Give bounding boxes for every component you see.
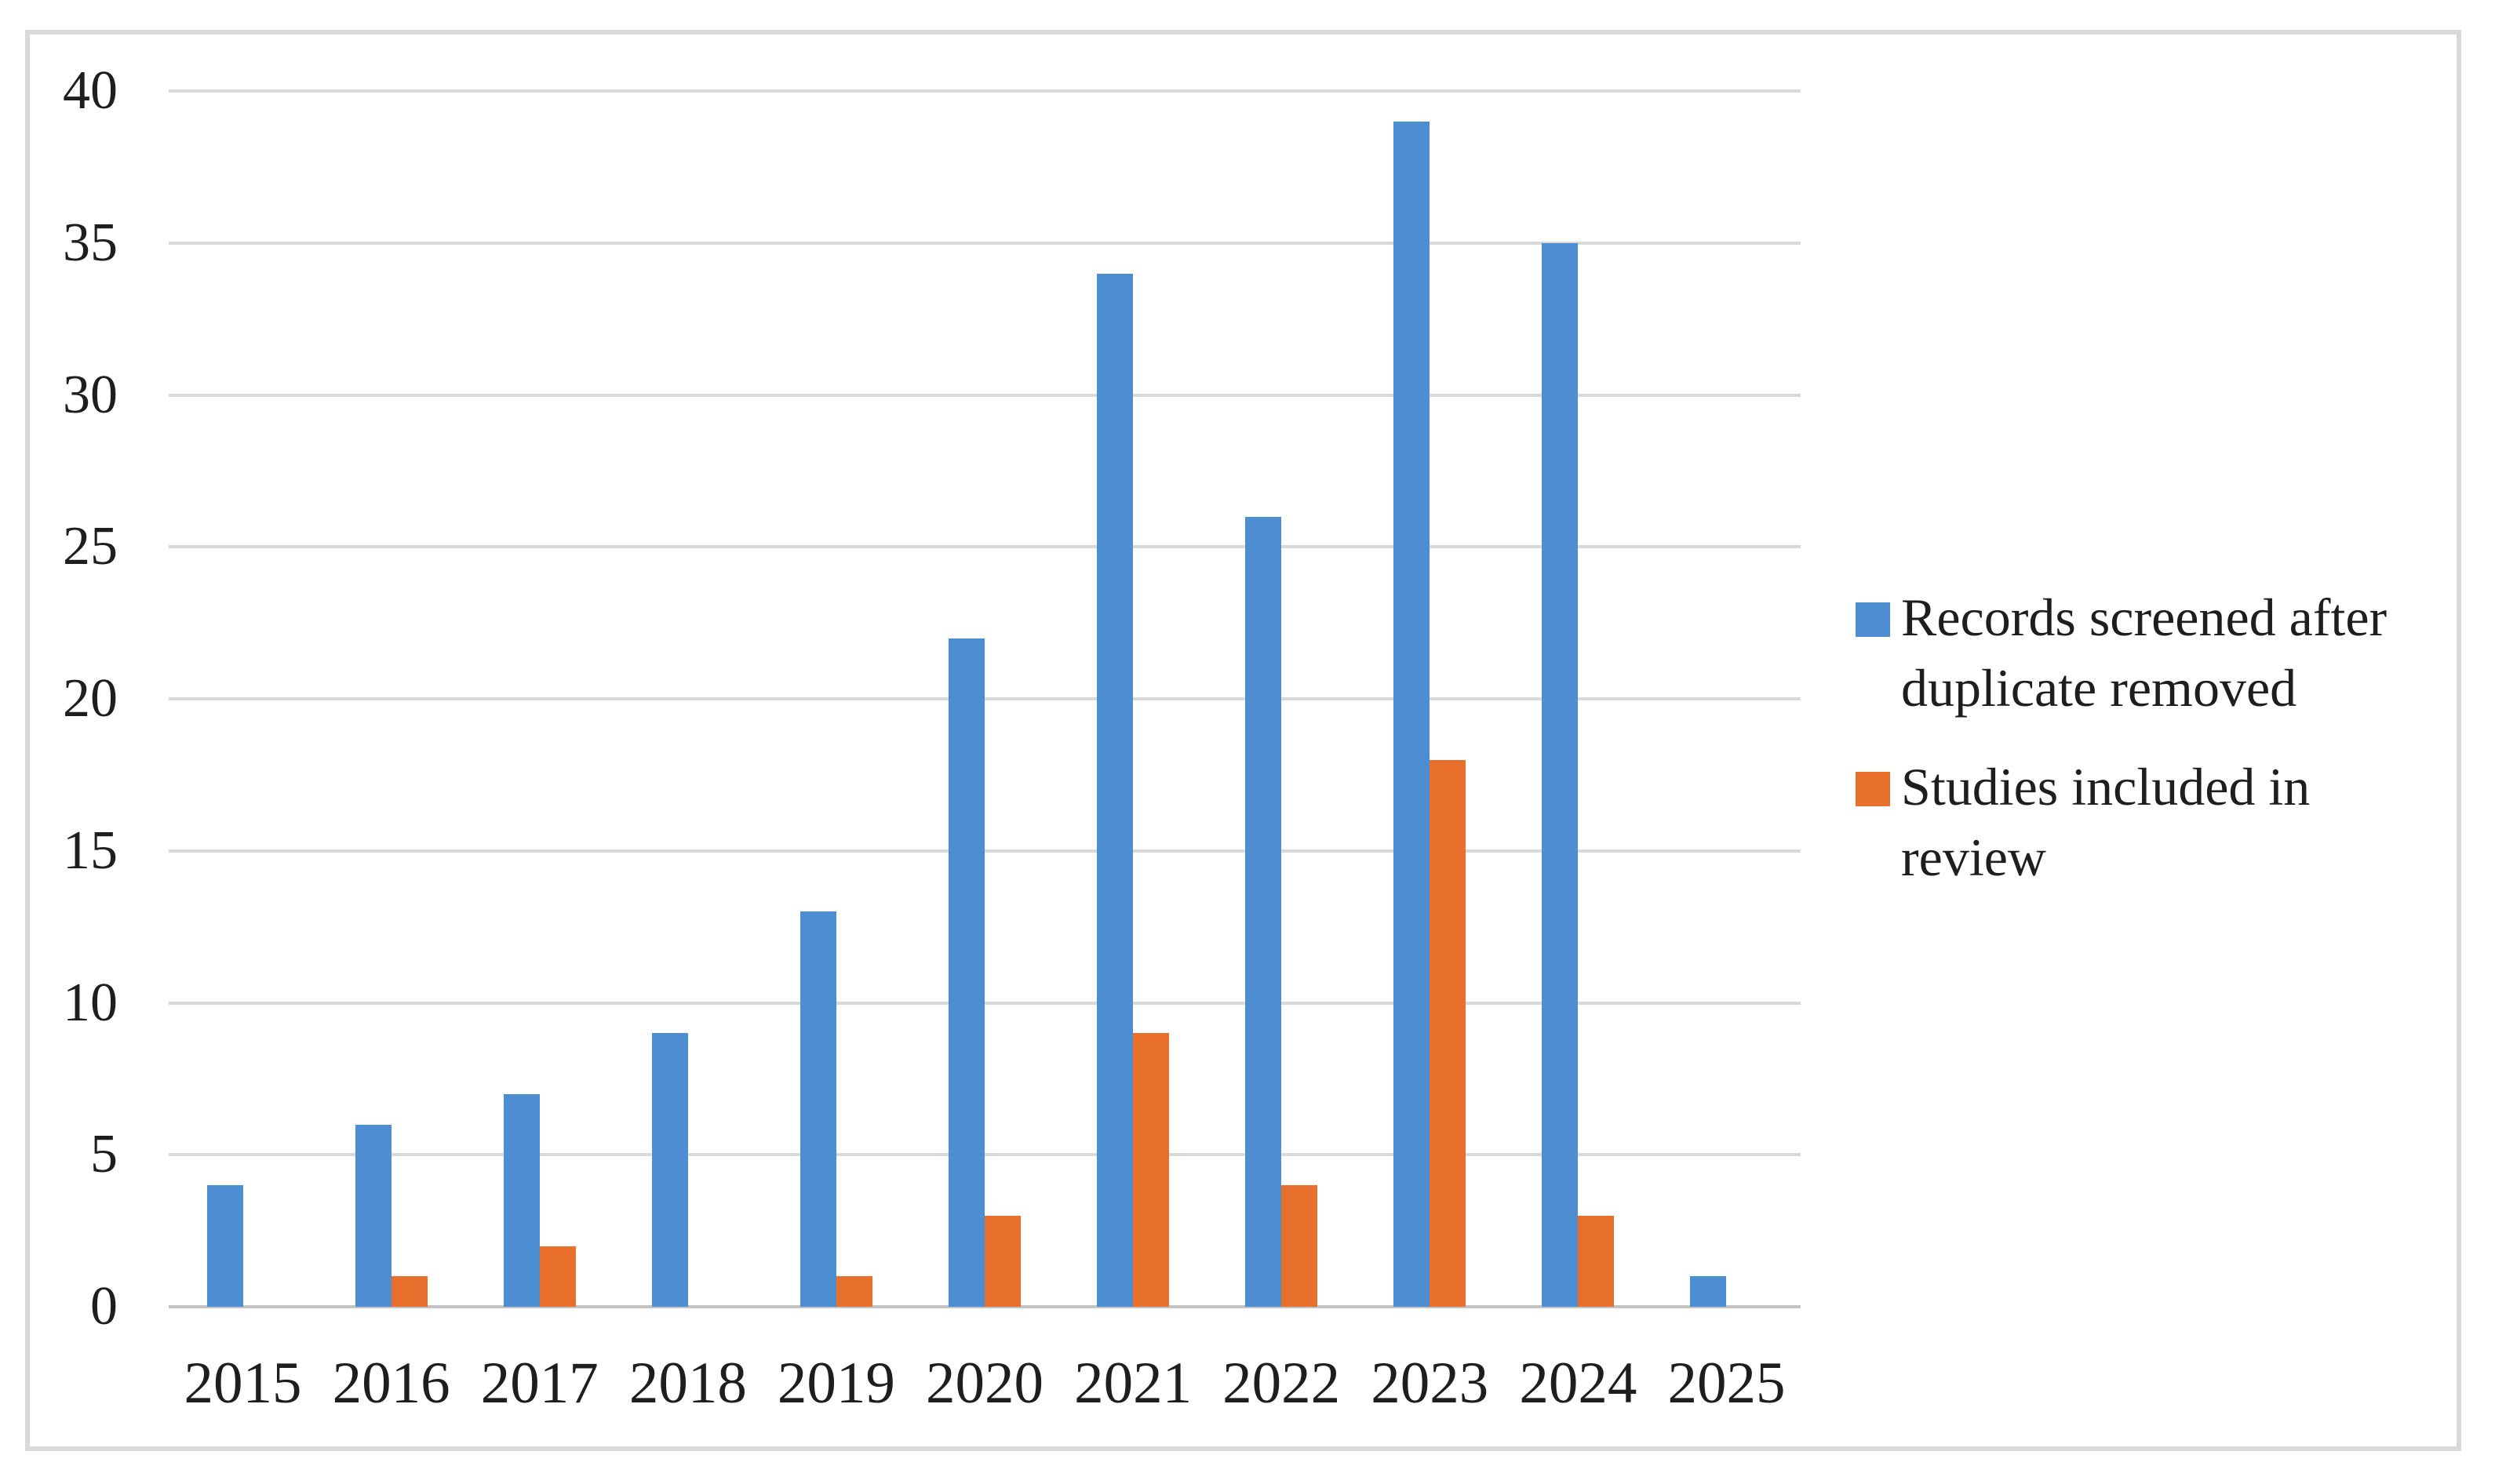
gridline-35 — [169, 241, 1801, 245]
x-axis-label-2017: 2017 — [480, 1351, 599, 1416]
bar-studies-included-2024 — [1578, 1215, 1615, 1307]
legend-label-records-screened: Records screened after duplicate removed — [1901, 582, 2387, 723]
bar-records-screened-2022 — [1245, 516, 1282, 1307]
x-axis-label-2020: 2020 — [926, 1351, 1044, 1416]
x-axis-label-2022: 2022 — [1222, 1351, 1341, 1416]
bar-studies-included-2016 — [391, 1276, 428, 1307]
bar-records-screened-2023 — [1393, 121, 1430, 1307]
legend-item-studies-included: Studies included in review — [1856, 751, 2387, 893]
x-axis-label-2019: 2019 — [777, 1351, 895, 1416]
x-axis-label-2021: 2021 — [1074, 1351, 1193, 1416]
legend-label-line: Records screened after — [1901, 587, 2388, 647]
gridline-40 — [169, 89, 1801, 93]
bar-records-screened-2018 — [651, 1033, 688, 1307]
gridline-0 — [169, 1305, 1801, 1308]
x-axis-label-2023: 2023 — [1371, 1351, 1489, 1416]
legend-label-studies-included: Studies included in review — [1901, 751, 2310, 893]
bar-studies-included-2019 — [836, 1276, 872, 1307]
y-axis-label-30: 30 — [63, 364, 118, 425]
y-axis-label-25: 25 — [63, 516, 118, 577]
y-axis-label-0: 0 — [90, 1276, 118, 1337]
bar-studies-included-2023 — [1430, 759, 1466, 1307]
legend-label-line: Studies included in — [1901, 757, 2311, 817]
y-axis-label-35: 35 — [63, 212, 118, 273]
legend-label-line: review — [1901, 827, 2047, 887]
y-axis-label-10: 10 — [63, 972, 118, 1033]
legend-label-line: duplicate removed — [1901, 658, 2297, 718]
gridline-15 — [169, 849, 1801, 853]
gridline-25 — [169, 545, 1801, 549]
x-axis-label-2016: 2016 — [332, 1351, 450, 1416]
legend-swatch-records-screened-icon — [1856, 602, 1890, 637]
bar-studies-included-2020 — [985, 1215, 1021, 1307]
gridline-20 — [169, 697, 1801, 700]
bar-studies-included-2017 — [539, 1246, 576, 1307]
bar-records-screened-2016 — [355, 1124, 392, 1307]
gridline-5 — [169, 1153, 1801, 1157]
x-axis-label-2018: 2018 — [628, 1351, 747, 1416]
bar-records-screened-2021 — [1097, 273, 1134, 1307]
x-axis-label-2015: 2015 — [184, 1351, 302, 1416]
legend-swatch-studies-included-icon — [1856, 772, 1890, 806]
bar-records-screened-2017 — [503, 1093, 540, 1307]
bar-records-screened-2025 — [1690, 1276, 1727, 1307]
gridline-30 — [169, 393, 1801, 397]
gridline-10 — [169, 1001, 1801, 1005]
bar-records-screened-2015 — [206, 1185, 243, 1307]
y-axis-label-15: 15 — [63, 820, 118, 881]
x-axis-label-2025: 2025 — [1667, 1351, 1786, 1416]
chart-frame — [25, 30, 2461, 1451]
x-axis-label-2024: 2024 — [1519, 1351, 1637, 1416]
bar-studies-included-2021 — [1133, 1033, 1170, 1307]
bar-records-screened-2020 — [949, 638, 985, 1307]
bar-records-screened-2019 — [799, 911, 836, 1307]
legend: Records screened after duplicate removed… — [1856, 582, 2387, 921]
y-axis-label-40: 40 — [63, 60, 118, 121]
bar-studies-included-2022 — [1281, 1185, 1318, 1307]
y-axis-label-5: 5 — [90, 1124, 118, 1185]
bar-records-screened-2024 — [1542, 242, 1579, 1307]
legend-item-records-screened: Records screened after duplicate removed — [1856, 582, 2387, 723]
y-axis-label-20: 20 — [63, 668, 118, 729]
